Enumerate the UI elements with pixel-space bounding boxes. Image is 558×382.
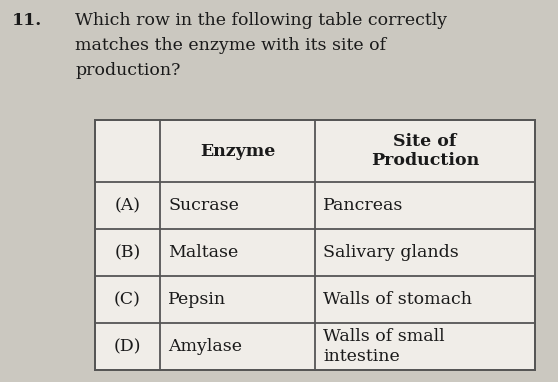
Text: Pepsin: Pepsin: [168, 291, 226, 308]
Text: (A): (A): [114, 197, 141, 214]
Text: Amylase: Amylase: [168, 338, 242, 355]
Text: Enzyme: Enzyme: [200, 142, 275, 160]
Text: Salivary glands: Salivary glands: [323, 244, 459, 261]
Text: Walls of stomach: Walls of stomach: [323, 291, 472, 308]
Text: 11.: 11.: [12, 12, 42, 29]
Text: (C): (C): [114, 291, 141, 308]
Text: Maltase: Maltase: [168, 244, 238, 261]
Text: Pancreas: Pancreas: [323, 197, 403, 214]
Text: Sucrase: Sucrase: [168, 197, 239, 214]
Text: (D): (D): [114, 338, 141, 355]
Bar: [95, 120, 535, 370]
Text: Which row in the following table correctly
matches the enzyme with its site of
p: Which row in the following table correct…: [75, 12, 447, 79]
Text: Walls of small
intestine: Walls of small intestine: [323, 328, 445, 365]
Text: Site of
Production: Site of Production: [371, 133, 479, 169]
Text: (B): (B): [114, 244, 141, 261]
